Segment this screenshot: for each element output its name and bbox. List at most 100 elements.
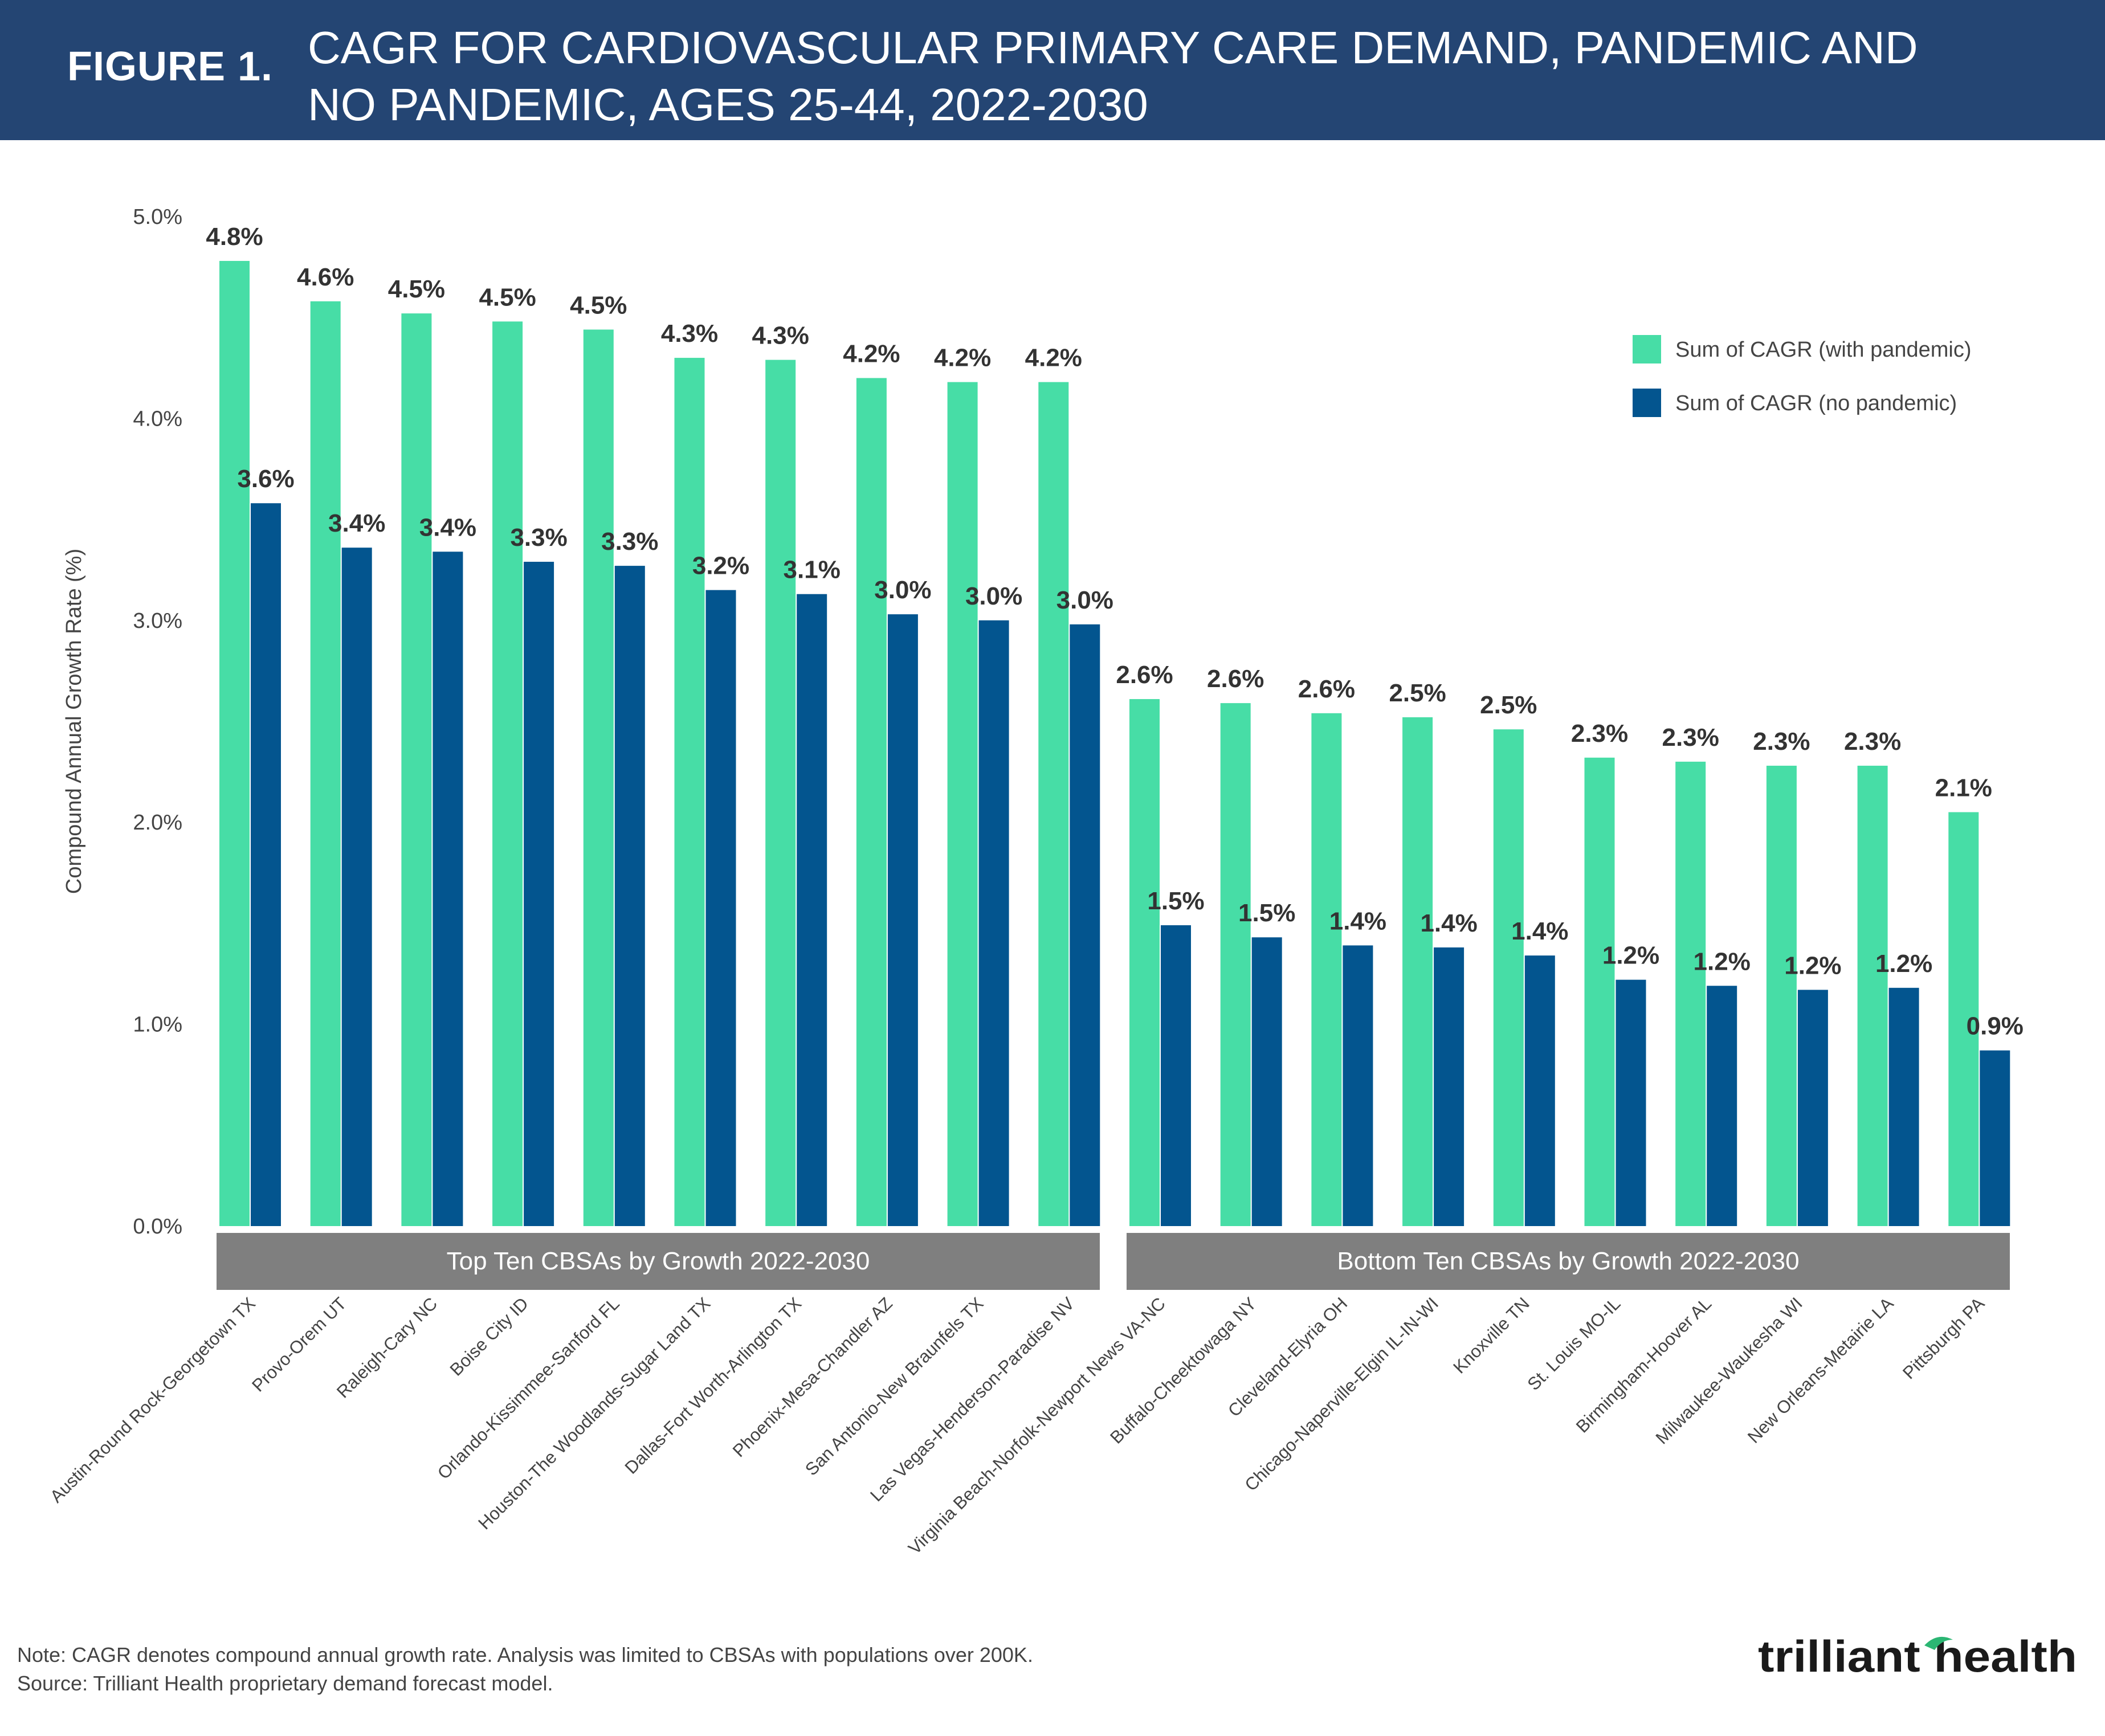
- bar-with-pandemic: [1311, 713, 1342, 1226]
- bar-no-pandemic: [1616, 979, 1646, 1226]
- data-label-no-pandemic: 3.6%: [237, 465, 294, 493]
- data-label-no-pandemic: 1.5%: [1238, 899, 1295, 927]
- data-label-with-pandemic: 2.6%: [1116, 661, 1173, 689]
- data-label-no-pandemic: 3.3%: [510, 524, 567, 552]
- category-label: Buffalo-Cheektowaga NY: [1106, 1293, 1260, 1447]
- data-label-with-pandemic: 2.5%: [1389, 679, 1446, 707]
- bar-no-pandemic: [433, 552, 463, 1227]
- bar-no-pandemic: [978, 620, 1009, 1226]
- data-label-no-pandemic: 1.2%: [1694, 947, 1751, 975]
- data-label-with-pandemic: 2.3%: [1571, 720, 1628, 747]
- footnote-source: Source: Trilliant Health proprietary dem…: [17, 1672, 553, 1695]
- bar-no-pandemic: [1888, 987, 1919, 1226]
- data-label-no-pandemic: 3.0%: [965, 582, 1022, 610]
- bar-no-pandemic: [251, 503, 281, 1226]
- group-band: [1127, 1233, 2010, 1290]
- bar-no-pandemic: [1070, 624, 1100, 1226]
- bar-with-pandemic: [492, 321, 523, 1226]
- bar-with-pandemic: [310, 301, 341, 1226]
- bar-with-pandemic: [674, 358, 705, 1226]
- svg-text:trilliant health: trilliant health: [1758, 1631, 2077, 1681]
- bar-with-pandemic: [856, 378, 887, 1226]
- bar-with-pandemic: [1220, 703, 1251, 1226]
- bar-no-pandemic: [614, 566, 645, 1226]
- data-label-no-pandemic: 1.5%: [1147, 887, 1204, 915]
- data-label-no-pandemic: 3.1%: [784, 556, 841, 584]
- figure-title-line-1: CAGR FOR CARDIOVASCULAR PRIMARY CARE DEM…: [308, 22, 1918, 73]
- bar-with-pandemic: [1948, 812, 1979, 1226]
- bar-no-pandemic: [1434, 947, 1464, 1226]
- bar-with-pandemic: [1493, 729, 1524, 1226]
- category-label: Phoenix-Mesa-Chandler AZ: [729, 1293, 896, 1461]
- data-label-no-pandemic: 3.4%: [419, 513, 476, 541]
- data-label-with-pandemic: 2.6%: [1298, 675, 1355, 703]
- legend-label-with-pandemic: Sum of CAGR (with pandemic): [1675, 338, 1972, 362]
- category-label: Provo-Orem UT: [248, 1293, 350, 1395]
- bar-no-pandemic: [1707, 986, 1737, 1226]
- bar-no-pandemic: [1797, 990, 1828, 1226]
- data-label-no-pandemic: 3.3%: [601, 528, 658, 555]
- figure-label: FIGURE 1.: [67, 44, 274, 89]
- category-label: Orlando-Kissimmee-Sanford FL: [434, 1293, 623, 1483]
- data-label-with-pandemic: 2.6%: [1207, 665, 1264, 693]
- footnote: Note: CAGR denotes compound annual growt…: [17, 1641, 1033, 1698]
- data-label-no-pandemic: 1.4%: [1511, 917, 1568, 945]
- bar-chart: 0.0% 1.0% 2.0% 3.0% 4.0% 5.0% Compound Annual …: [46, 205, 2024, 1558]
- data-label-with-pandemic: 2.3%: [1662, 724, 1719, 751]
- y-tick-label: 2.0%: [133, 811, 182, 835]
- group-band-label: Top Ten CBSAs by Growth 2022-2030: [447, 1247, 870, 1275]
- bar-with-pandemic: [1038, 382, 1069, 1226]
- bar-no-pandemic: [1161, 925, 1191, 1226]
- category-label: Las Vegas-Henderson-Paradise NV: [866, 1293, 1078, 1505]
- bar-no-pandemic: [1980, 1050, 2010, 1226]
- data-label-no-pandemic: 3.4%: [328, 509, 385, 537]
- group-band-label: Bottom Ten CBSAs by Growth 2022-2030: [1337, 1247, 1799, 1275]
- figure-title: CAGR FOR CARDIOVASCULAR PRIMARY CARE DEM…: [308, 19, 2046, 133]
- legend-label-no-pandemic: Sum of CAGR (no pandemic): [1675, 391, 1957, 415]
- bar-with-pandemic: [1584, 757, 1615, 1226]
- category-label: New Orleans-Metairie LA: [1744, 1293, 1898, 1447]
- bar-with-pandemic: [947, 382, 978, 1226]
- y-tick-label: 3.0%: [133, 609, 182, 633]
- category-label: Chicago-Naperville-Elgin IL-IN-WI: [1241, 1293, 1442, 1495]
- figure-header: FIGURE 1. CAGR FOR CARDIOVASCULAR PRIMAR…: [0, 0, 2105, 140]
- data-label-with-pandemic: 4.3%: [752, 322, 809, 350]
- bar-with-pandemic: [1129, 699, 1160, 1226]
- data-label-no-pandemic: 3.0%: [874, 576, 931, 604]
- y-tick-label: 0.0%: [133, 1215, 182, 1239]
- bar-with-pandemic: [1766, 765, 1797, 1226]
- data-label-no-pandemic: 1.4%: [1420, 909, 1477, 937]
- y-tick-label: 5.0%: [133, 205, 182, 229]
- data-label-no-pandemic: 1.2%: [1602, 942, 1659, 970]
- figure-title-line-2: NO PANDEMIC, AGES 25-44, 2022-2030: [308, 79, 1148, 130]
- bar-no-pandemic: [1251, 937, 1282, 1226]
- data-label-no-pandemic: 0.9%: [1967, 1012, 2024, 1040]
- data-label-with-pandemic: 4.5%: [570, 291, 627, 319]
- category-label: Milwaukee-Waukesha WI: [1652, 1293, 1806, 1448]
- data-label-with-pandemic: 4.3%: [661, 320, 718, 348]
- bar-with-pandemic: [583, 329, 614, 1226]
- category-label: Austin-Round Rock-Georgetown TX: [46, 1293, 259, 1506]
- bar-no-pandemic: [341, 548, 372, 1226]
- data-label-with-pandemic: 2.3%: [1844, 728, 1901, 755]
- y-tick-label: 4.0%: [133, 407, 182, 431]
- bar-with-pandemic: [765, 360, 796, 1226]
- category-label: Boise City ID: [446, 1293, 532, 1379]
- data-label-with-pandemic: 4.8%: [206, 223, 263, 251]
- bar-with-pandemic: [1402, 717, 1433, 1226]
- y-tick-label: 1.0%: [133, 1013, 182, 1037]
- bar-with-pandemic: [1675, 761, 1706, 1226]
- legend-swatch-with-pandemic: [1633, 335, 1661, 363]
- data-label-with-pandemic: 4.5%: [388, 275, 445, 303]
- y-axis-title: Compound Annual Growth Rate (%): [62, 549, 86, 894]
- bar-with-pandemic: [1857, 765, 1888, 1226]
- data-label-with-pandemic: 4.5%: [479, 283, 536, 311]
- footnote-note: Note: CAGR denotes compound annual growt…: [17, 1643, 1033, 1666]
- data-label-with-pandemic: 2.5%: [1480, 691, 1537, 719]
- category-label: Pittsburgh PA: [1899, 1293, 1988, 1383]
- data-label-with-pandemic: 2.1%: [1935, 774, 1992, 802]
- category-label: Knoxville TN: [1449, 1293, 1533, 1377]
- data-label-no-pandemic: 1.2%: [1784, 951, 1841, 979]
- data-label-no-pandemic: 1.4%: [1329, 907, 1386, 935]
- category-label: Dallas-Fort Worth-Arlington TX: [621, 1293, 806, 1478]
